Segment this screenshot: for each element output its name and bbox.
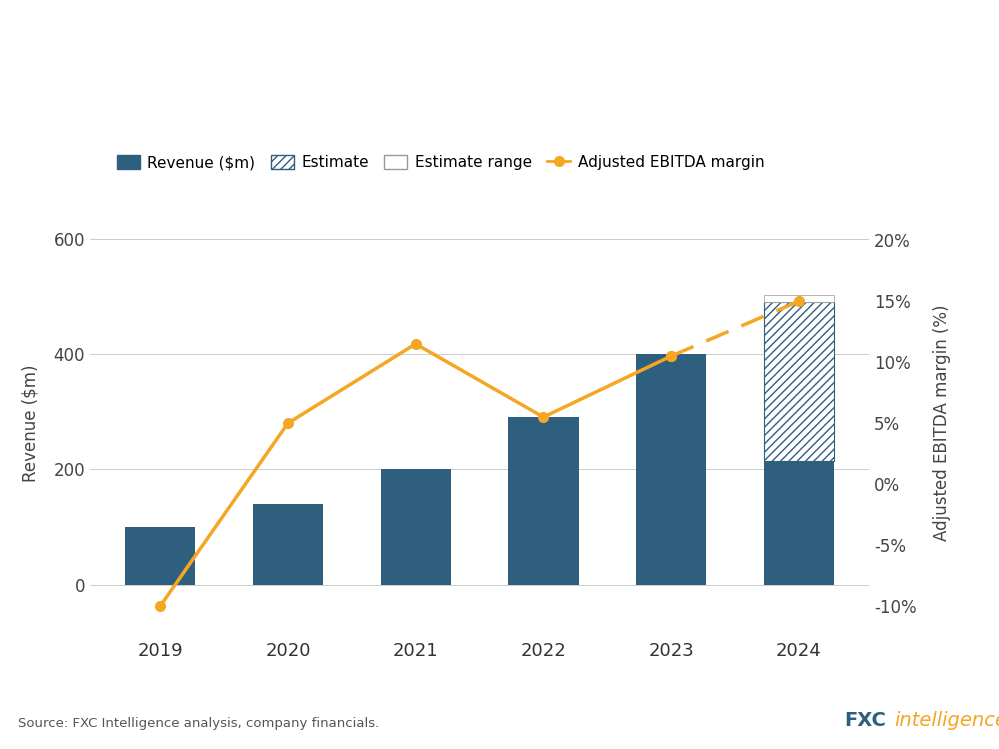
Bar bbox=[764, 461, 834, 585]
Bar bbox=[764, 294, 834, 302]
Bar bbox=[508, 417, 578, 585]
Text: Flywire decreases revenue guidance for FY 2024: Flywire decreases revenue guidance for F… bbox=[18, 34, 742, 60]
Text: Flywire yearly revenues and adjusted EBITDA margin, 2019-2023 and 2024 est.: Flywire yearly revenues and adjusted EBI… bbox=[18, 109, 712, 127]
Text: FXC: FXC bbox=[844, 712, 886, 730]
Y-axis label: Revenue ($m): Revenue ($m) bbox=[22, 365, 40, 482]
Bar bbox=[381, 470, 451, 585]
Text: Source: FXC Intelligence analysis, company financials.: Source: FXC Intelligence analysis, compa… bbox=[18, 718, 380, 730]
Bar bbox=[125, 527, 195, 585]
Text: intelligence: intelligence bbox=[894, 712, 999, 730]
Bar bbox=[253, 504, 323, 585]
Bar bbox=[636, 354, 706, 585]
Bar bbox=[764, 302, 834, 461]
Y-axis label: Adjusted EBITDA margin (%): Adjusted EBITDA margin (%) bbox=[933, 305, 951, 542]
Legend: Revenue ($m), Estimate, Estimate range, Adjusted EBITDA margin: Revenue ($m), Estimate, Estimate range, … bbox=[111, 149, 770, 176]
